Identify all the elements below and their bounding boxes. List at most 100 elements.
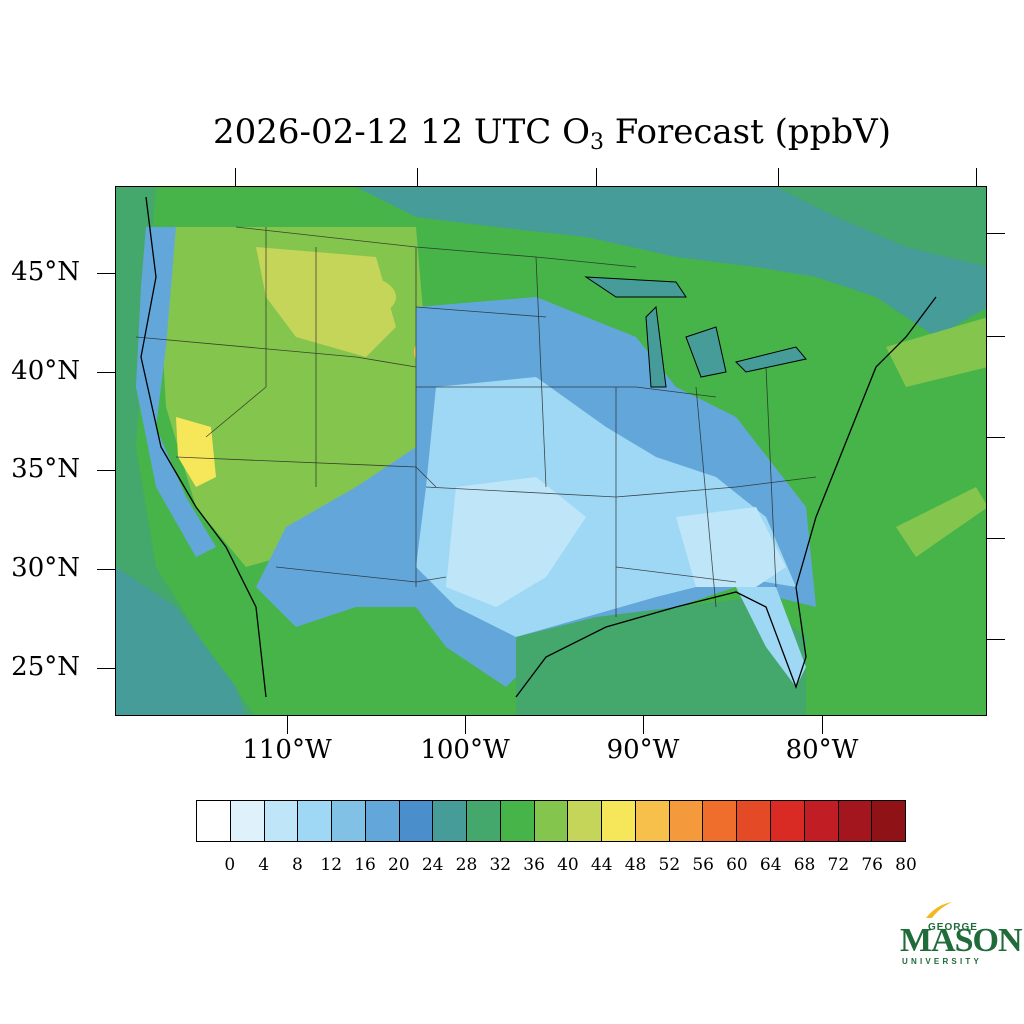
great-lakes — [584, 276, 807, 388]
top-tick — [235, 168, 236, 186]
colorbar-swatch — [365, 801, 400, 841]
left-tick — [97, 273, 115, 274]
colorbar-label: 36 — [523, 855, 545, 875]
colorbar-label: 56 — [692, 855, 714, 875]
title-subscript: 3 — [589, 130, 604, 155]
colorbar-swatch — [568, 801, 603, 841]
bottom-tick — [287, 716, 288, 734]
field-canada-teal — [356, 187, 986, 337]
colorbar-swatch — [737, 801, 772, 841]
colorbar-swatch — [197, 801, 231, 841]
field-atlantic-band2 — [896, 487, 986, 557]
colorbar-labels: 0 4 8 12 16 20 24 28 32 36 40 44 48 52 56 60 64 68 72 76 80 — [196, 855, 916, 879]
colorbar-label: 52 — [658, 855, 681, 875]
ozone-field-svg — [116, 187, 986, 715]
lat-label-35n: 35°N — [11, 454, 80, 484]
left-tick — [97, 668, 115, 669]
colorbar-swatch — [264, 801, 299, 841]
top-tick — [596, 168, 597, 186]
lat-label-45n: 45°N — [11, 257, 80, 287]
lon-label-90w: 90°W — [606, 735, 680, 765]
logo-line1: GEORGE — [928, 922, 978, 933]
left-tick — [97, 372, 115, 373]
field-atlantic-band — [886, 317, 986, 387]
colorbar-swatch — [298, 801, 333, 841]
field-coast-blue — [136, 227, 216, 557]
colorbar-label: 8 — [292, 855, 303, 875]
lon-label-80w: 80°W — [785, 735, 859, 765]
colorbar-swatch — [433, 801, 468, 841]
lat-label-30n: 30°N — [11, 553, 80, 583]
colorbar-label: 32 — [489, 855, 512, 875]
field-southeast-pale — [676, 507, 786, 587]
colorbar-swatch — [602, 801, 636, 841]
right-tick — [987, 336, 1005, 337]
colorbar-label: 24 — [421, 855, 444, 875]
colorbar-swatch — [635, 801, 670, 841]
colorbar-label: 16 — [354, 855, 376, 875]
colorbar-label: 40 — [557, 855, 579, 875]
colorbar-swatch — [230, 801, 265, 841]
colorbar-label: 72 — [827, 855, 850, 875]
top-tick — [778, 168, 779, 186]
field-pacific — [116, 187, 255, 715]
colorbar-label: 20 — [388, 855, 410, 875]
colorbar-label: 60 — [726, 855, 748, 875]
colorbar-label: 28 — [455, 855, 478, 875]
field-nevada-high — [176, 417, 216, 487]
logo-line3: UNIVERSITY — [902, 957, 983, 966]
lat-label-40n: 40°N — [11, 356, 80, 386]
university-logo: GEORGE MASON UNIVERSITY — [896, 900, 1023, 970]
colorbar-label: 12 — [320, 855, 343, 875]
field-florida — [736, 587, 806, 687]
lat-label-25n: 25°N — [11, 652, 80, 682]
ozone-map — [115, 186, 987, 716]
right-tick — [987, 538, 1005, 539]
colorbar-swatch — [771, 801, 805, 841]
lon-label-100w: 100°W — [420, 735, 510, 765]
left-tick — [97, 470, 115, 471]
logo-swoosh-icon — [926, 902, 952, 918]
colorbar-swatch — [500, 801, 535, 841]
title-suffix: Forecast (ppbV) — [603, 112, 891, 152]
top-tick — [417, 168, 418, 186]
colorbar-label: 68 — [793, 855, 816, 875]
colorbar-label: 48 — [624, 855, 647, 875]
colorbar-label: 64 — [759, 855, 782, 875]
colorbar-label: 4 — [258, 855, 270, 875]
left-tick — [97, 569, 115, 570]
logo-line2: MASON — [900, 922, 1023, 959]
right-tick — [987, 233, 1005, 234]
colorbar — [196, 800, 906, 842]
map-title: 2026-02-12 12 UTC O3 Forecast (ppbV) — [0, 112, 1024, 155]
field-canada-green — [776, 187, 986, 267]
field-pacific-south — [116, 567, 246, 715]
bottom-tick — [822, 716, 823, 734]
colorbar-swatch — [332, 801, 366, 841]
bottom-tick — [643, 716, 644, 734]
state-borders — [135, 226, 817, 617]
colorbar-swatch — [838, 801, 873, 841]
colorbar-swatch — [804, 801, 839, 841]
colorbar-swatch — [872, 801, 906, 841]
colorbar-label: 0 — [224, 855, 236, 875]
bottom-tick — [465, 716, 466, 734]
colorbar-swatch — [703, 801, 738, 841]
colorbar-label: 76 — [861, 855, 883, 875]
top-tick — [976, 168, 977, 186]
field-central-palest — [446, 477, 586, 607]
coastline — [140, 196, 937, 698]
field-atlantic — [777, 327, 986, 715]
lon-label-110w: 110°W — [242, 735, 332, 765]
colorbar-swatch — [467, 801, 501, 841]
right-tick — [987, 639, 1005, 640]
colorbar-swatch — [534, 801, 569, 841]
colorbar-swatch — [669, 801, 704, 841]
field-gulf — [516, 597, 806, 715]
right-tick — [987, 437, 1005, 438]
title-prefix: 2026-02-12 12 UTC O — [213, 112, 590, 152]
field-wyoming-high — [316, 275, 396, 319]
colorbar-label: 80 — [895, 855, 917, 875]
colorbar-label: 44 — [590, 855, 613, 875]
colorbar-swatch — [399, 801, 434, 841]
